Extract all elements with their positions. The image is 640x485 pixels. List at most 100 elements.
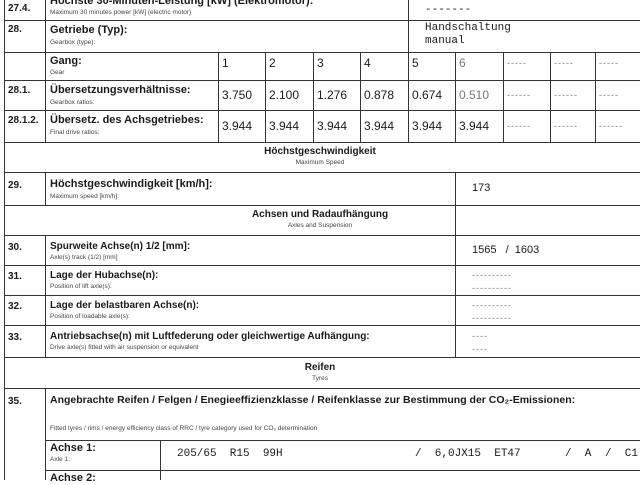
- section-heading: Achsen und Radaufhängung: [251, 209, 389, 220]
- row-label: Höchste 30-Minuten-Leistung [kW] (Elektr…: [50, 0, 314, 7]
- divider: [4, 295, 640, 296]
- gear-value: 2: [269, 56, 276, 70]
- row-label: Höchstgeschwindigkeit [km/h]:: [50, 178, 213, 190]
- divider: [408, 52, 409, 142]
- gear-value: -----: [507, 58, 527, 68]
- row-value: ----: [472, 331, 488, 341]
- row-label: Übersetzungsverhältnisse:: [50, 84, 191, 96]
- gear-value: 1: [222, 56, 229, 70]
- final-drive-ratio: 3.944: [269, 119, 300, 133]
- gear-ratio: 2.100: [269, 88, 300, 102]
- divider: [4, 357, 640, 358]
- divider: [4, 110, 640, 111]
- row-label: Lage der Hubachse(n):: [50, 270, 159, 281]
- tyre-size: 205/65 R15 99H: [177, 448, 283, 460]
- row-label: Übersetz. des Achsgetriebes:: [50, 114, 204, 126]
- row-label-en: Gearbox ratios:: [50, 99, 95, 106]
- row-label: Spurweite Achse(n) 1/2 [mm]:: [50, 241, 191, 252]
- row-number: 28.: [8, 24, 22, 35]
- final-drive-ratio: 3.944: [459, 119, 490, 133]
- row-number: 28.1.2.: [8, 115, 39, 126]
- axle-label-en: Axle 1:: [50, 456, 70, 463]
- final-drive-ratio: 3.944: [222, 119, 253, 133]
- row-label-en: Axle(s) track (1/2) [mm]: [50, 254, 118, 261]
- row-number: 35.: [8, 396, 22, 407]
- row-number: 30.: [8, 242, 22, 253]
- row-label-en: Position of lift axle(s):: [50, 283, 112, 290]
- gearbox-type: Handschaltung: [425, 22, 511, 34]
- gear-ratio: 1.276: [317, 88, 348, 102]
- divider: [595, 52, 596, 142]
- gearbox-type-en: manual: [425, 35, 465, 47]
- row-label: Lage der belastbaren Achse(n):: [50, 300, 200, 311]
- divider: [4, 52, 640, 53]
- section-heading-en: Axles and Suspension: [287, 222, 353, 229]
- gear-ratio: 0.510: [459, 88, 490, 102]
- final-drive-ratio: 3.944: [364, 119, 395, 133]
- divider: [455, 52, 456, 142]
- row-value: ----------: [472, 313, 512, 323]
- row-number: 29.: [8, 180, 22, 191]
- gear-ratio: ------: [554, 90, 578, 100]
- divider: [360, 52, 361, 142]
- divider: [550, 52, 551, 142]
- row-number: 28.1.: [8, 85, 31, 96]
- row-value: ----: [472, 344, 488, 354]
- divider: [4, 172, 640, 173]
- divider: [4, 265, 640, 266]
- divider: [45, 388, 46, 480]
- row-value: ----------: [472, 283, 512, 293]
- row-label-en: Maximum 30 minutes power [kW] (electric …: [50, 9, 192, 16]
- gear-ratio: ------: [507, 90, 531, 100]
- section-heading-en: Tyres: [312, 375, 328, 382]
- row-label-en: Fitted tyres / rims / energy efficiency …: [50, 425, 318, 432]
- gear-ratio: 0.878: [364, 88, 395, 102]
- divider: [45, 172, 46, 205]
- gear-value: -----: [554, 58, 574, 68]
- section-heading: Reifen: [304, 362, 336, 373]
- row-label-en: Gearbox (type):: [50, 39, 96, 46]
- section-heading: Höchstgeschwindigkeit: [264, 146, 376, 157]
- divider: [45, 235, 46, 357]
- divider: [45, 0, 46, 142]
- row-number: 31.: [8, 271, 22, 282]
- axle-track-value: 1565 / 1603: [472, 244, 540, 256]
- gear-ratio: 0.674: [412, 88, 443, 102]
- divider: [265, 52, 266, 142]
- divider: [4, 80, 640, 81]
- divider: [160, 440, 161, 480]
- row-number: 33.: [8, 332, 22, 343]
- gear-value: 5: [412, 56, 419, 70]
- row-label-en: Position of loadable axle(s):: [50, 313, 130, 320]
- section-heading-en: Maximum Speed: [295, 159, 345, 166]
- row-label: Gang:: [50, 55, 82, 67]
- final-drive-ratio: 3.944: [412, 119, 443, 133]
- gear-value: 4: [364, 56, 371, 70]
- divider: [503, 52, 504, 142]
- divider: [4, 20, 640, 21]
- divider: [313, 52, 314, 142]
- divider: [4, 325, 640, 326]
- row-label-en: Gear: [50, 69, 65, 76]
- row-label-en: Drive axle(s) fitted with air suspension…: [50, 344, 199, 351]
- row-number: 27.4.: [8, 3, 31, 14]
- row-label-en: Final drive ratios:: [50, 129, 100, 136]
- gear-ratio: 3.750: [222, 88, 253, 102]
- divider: [455, 172, 456, 357]
- rim-size: / 6,0JX15 ET47: [415, 448, 521, 460]
- gear-ratio: -----: [599, 90, 619, 100]
- divider: [4, 235, 640, 236]
- divider: [408, 0, 409, 52]
- divider: [4, 205, 640, 206]
- row-value: ----------: [472, 270, 512, 280]
- row-label: Angebrachte Reifen / Felgen / Enegieeffi…: [50, 394, 576, 406]
- divider: [4, 0, 5, 480]
- axle-label: Achse 1:: [50, 442, 96, 454]
- divider: [4, 388, 640, 389]
- row-label-en: Maximum speed [km/h]:: [50, 193, 119, 200]
- final-drive-ratio: ------: [599, 121, 623, 131]
- row-value: -------: [425, 4, 472, 16]
- divider: [218, 52, 219, 142]
- row-label: Getriebe (Typ):: [50, 24, 128, 36]
- final-drive-ratio: ------: [554, 121, 578, 131]
